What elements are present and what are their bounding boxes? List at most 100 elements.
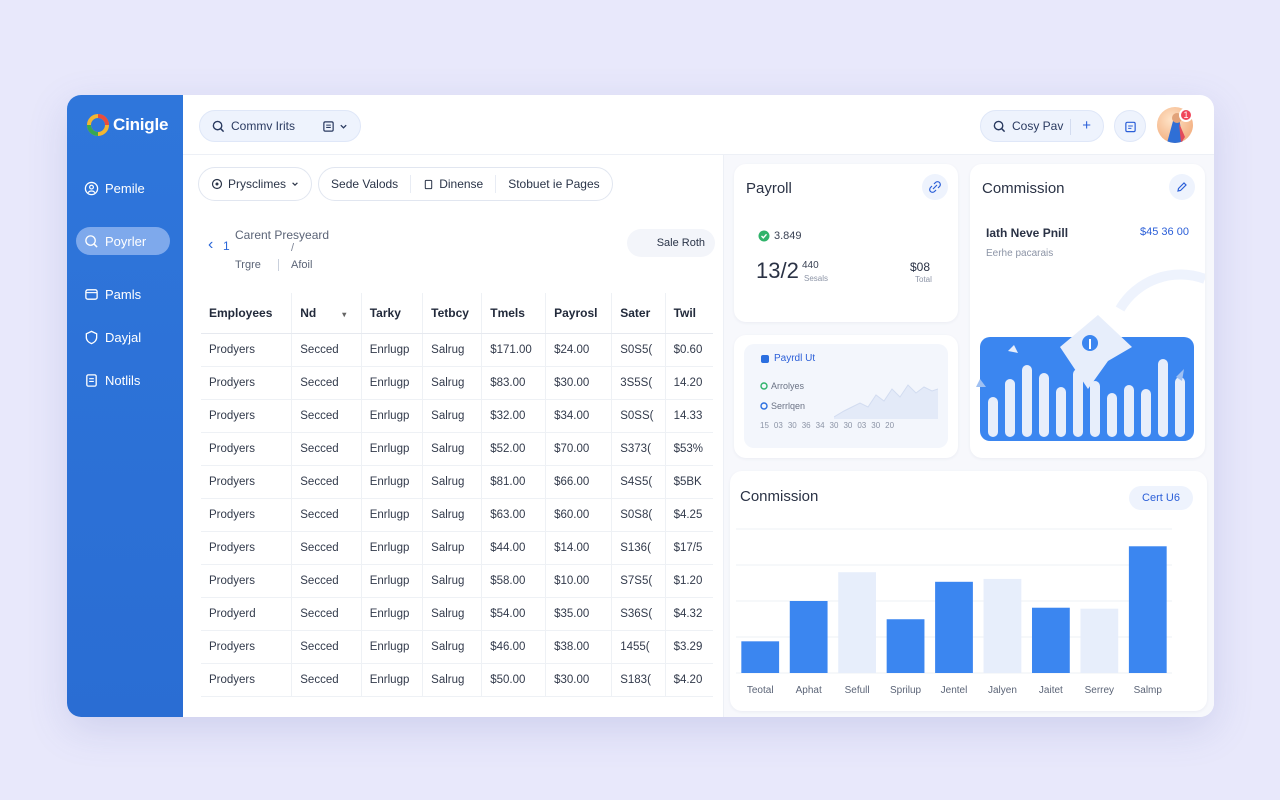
table-row[interactable]: Prodyers Secced Enrlugp Salrug $46.00 $38.00 1…: [201, 630, 713, 664]
table-cell: S7S5(: [611, 564, 666, 598]
table-row[interactable]: Prodyers Secced Enrlugp Salrug $32.00 $34.00 S…: [201, 399, 713, 433]
add-button[interactable]: +: [1082, 117, 1091, 134]
table-cell: Enrlugp: [361, 498, 424, 532]
search-label: Commv Irits: [231, 119, 295, 133]
sidebar-item-dayjal[interactable]: Dayjal: [76, 323, 170, 351]
table-row[interactable]: Prodyers Secced Enrlugp Salrug $171.00 $24.00…: [201, 333, 713, 367]
chart-bar[interactable]: [1128, 546, 1167, 673]
column-header[interactable]: Twil: [665, 293, 713, 334]
column-header[interactable]: Payrosl: [545, 293, 613, 334]
chevron-down-icon[interactable]: [339, 122, 348, 131]
column-header-label: Twil: [673, 305, 697, 320]
breadcrumb-sub2[interactable]: Afoil: [291, 259, 313, 271]
legend-dot-icon: [760, 382, 768, 390]
table-row[interactable]: Prodyers Secced Enrlugp Salrug $52.00 $70.00 S…: [201, 432, 713, 466]
chart-bar[interactable]: [983, 578, 1022, 673]
payroll-ut-icon: [761, 355, 769, 363]
chart-bar[interactable]: [838, 572, 877, 673]
table-cell: $52.00: [481, 432, 547, 466]
table-cell: Enrlugp: [361, 333, 424, 367]
column-header[interactable]: Tetbcy: [422, 293, 483, 334]
table-cell: Secced: [291, 465, 362, 499]
back-number[interactable]: 1: [223, 239, 230, 253]
filter-bar: Prysclimes Sede Valods Dinense Stobuet i…: [198, 167, 613, 201]
table-cell: S0S5(: [611, 333, 666, 367]
filter-label: Dinense: [439, 177, 484, 191]
table-row[interactable]: Prodyers Secced Enrlugp Salrup $44.00 $14.00 S…: [201, 531, 713, 565]
chart-bar[interactable]: [789, 601, 828, 673]
avatar[interactable]: [1157, 107, 1193, 143]
calendar-button[interactable]: [1114, 110, 1146, 142]
payroll-big-caption: Sesals: [804, 274, 829, 283]
column-header[interactable]: Employees: [201, 293, 293, 334]
sidebar: Cinigle Pemile Poyrler Pamls Dayjal Notl…: [67, 95, 183, 717]
chart-bar[interactable]: [741, 641, 780, 673]
x-tick-label: Teotal: [747, 685, 774, 696]
sort-caret-icon[interactable]: ▾: [342, 309, 347, 319]
column-header[interactable]: Nd ▾: [291, 293, 362, 334]
back-chevron-icon[interactable]: ‹: [208, 236, 214, 253]
table-row[interactable]: Prodyers Secced Enrlugp Salrug $58.00 $10.00 S…: [201, 564, 713, 598]
sidebar-item-label: Notlils: [105, 372, 141, 388]
search-bar[interactable]: Commv Irits: [199, 110, 361, 142]
table-row[interactable]: Prodyers Secced Enrlugp Salrug $81.00 $66.00 S…: [201, 465, 713, 499]
chart-bar[interactable]: [1080, 608, 1119, 673]
brand-logo-icon: [87, 114, 109, 136]
chart-action-button[interactable]: Cert U6: [1129, 486, 1193, 510]
sale-both-button[interactable]: Sale Roth: [627, 229, 715, 257]
link-button[interactable]: [922, 174, 948, 200]
axis-tick-label: 36: [801, 421, 811, 430]
filter-prysclimes[interactable]: Prysclimes: [198, 167, 313, 201]
table-cell: $4.25: [665, 498, 713, 532]
payroll-right-caption: Total: [915, 275, 932, 284]
column-header-label: Payrosl: [554, 305, 598, 320]
sidebar-item-label: Poyrler: [105, 233, 147, 249]
x-tick-label: Jalyen: [988, 685, 1017, 696]
table-cell: $10.00: [545, 564, 613, 598]
chart-bar[interactable]: [935, 581, 973, 673]
table-cell: 14.20: [665, 366, 713, 400]
table-cell: Salrug: [422, 630, 483, 664]
column-header[interactable]: Sater: [611, 293, 666, 334]
filter-stobuet-pages[interactable]: Stobuet ie Pages: [508, 177, 600, 191]
copy-pay-pill[interactable]: Cosy Pav +: [980, 110, 1104, 142]
edit-button[interactable]: [1169, 174, 1195, 200]
breadcrumb-sub1[interactable]: Trgre: [235, 259, 261, 271]
chart-bar[interactable]: [1031, 607, 1070, 673]
table-cell: Secced: [291, 531, 362, 565]
card-title: Commission: [982, 180, 1065, 197]
table-cell: $54.00: [481, 597, 547, 631]
table-cell: Secced: [291, 333, 362, 367]
chart-bar[interactable]: [886, 619, 925, 673]
sidebar-item-poyrler[interactable]: Poyrler: [76, 227, 170, 255]
table-cell: Secced: [291, 498, 362, 532]
table-cell: Salrug: [422, 465, 483, 499]
table-row[interactable]: Prodyers Secced Enrlugp Salrug $83.00 $30.00 3…: [201, 366, 713, 400]
filter-dinense[interactable]: Dinense: [411, 175, 497, 193]
sidebar-item-notlils[interactable]: Notlils: [76, 366, 170, 394]
filter-sede-valods[interactable]: Sede Valods: [319, 175, 412, 193]
table-row[interactable]: Prodyerd Secced Enrlugp Salrug $54.00 $35.00 S…: [201, 597, 713, 631]
axis-tick-label: 30: [787, 421, 797, 430]
sidebar-item-pemile[interactable]: Pemile: [76, 174, 170, 202]
table-cell: $17/5: [665, 531, 713, 565]
x-tick-label: Sefull: [845, 685, 870, 696]
brand[interactable]: Cinigle: [87, 114, 168, 136]
card-title: Payroll: [746, 180, 792, 197]
table-row[interactable]: Prodyers Secced Enrlugp Salrug $50.00 $30.00 S…: [201, 663, 713, 697]
column-header[interactable]: Tmels: [481, 293, 547, 334]
table-row[interactable]: Prodyers Secced Enrlugp Salrug $63.00 $60.00 S…: [201, 498, 713, 532]
table-cell: $4.32: [665, 597, 713, 631]
sidebar-item-pamls[interactable]: Pamls: [76, 280, 170, 308]
notification-badge: 1: [1179, 108, 1193, 122]
clipboard-icon[interactable]: [322, 120, 335, 133]
table-cell: Salrug: [422, 333, 483, 367]
table-cell: $63.00: [481, 498, 547, 532]
payroll-icon: [85, 234, 98, 248]
x-tick-label: Serrey: [1085, 685, 1114, 696]
document-icon: [424, 179, 433, 189]
table-cell: $50.00: [481, 663, 547, 697]
payroll-ut-axis: 15 03 30 36 34 30 30 03 30 20: [760, 421, 894, 430]
column-header[interactable]: Tarky: [361, 293, 424, 334]
axis-tick-label: 03: [857, 421, 867, 430]
